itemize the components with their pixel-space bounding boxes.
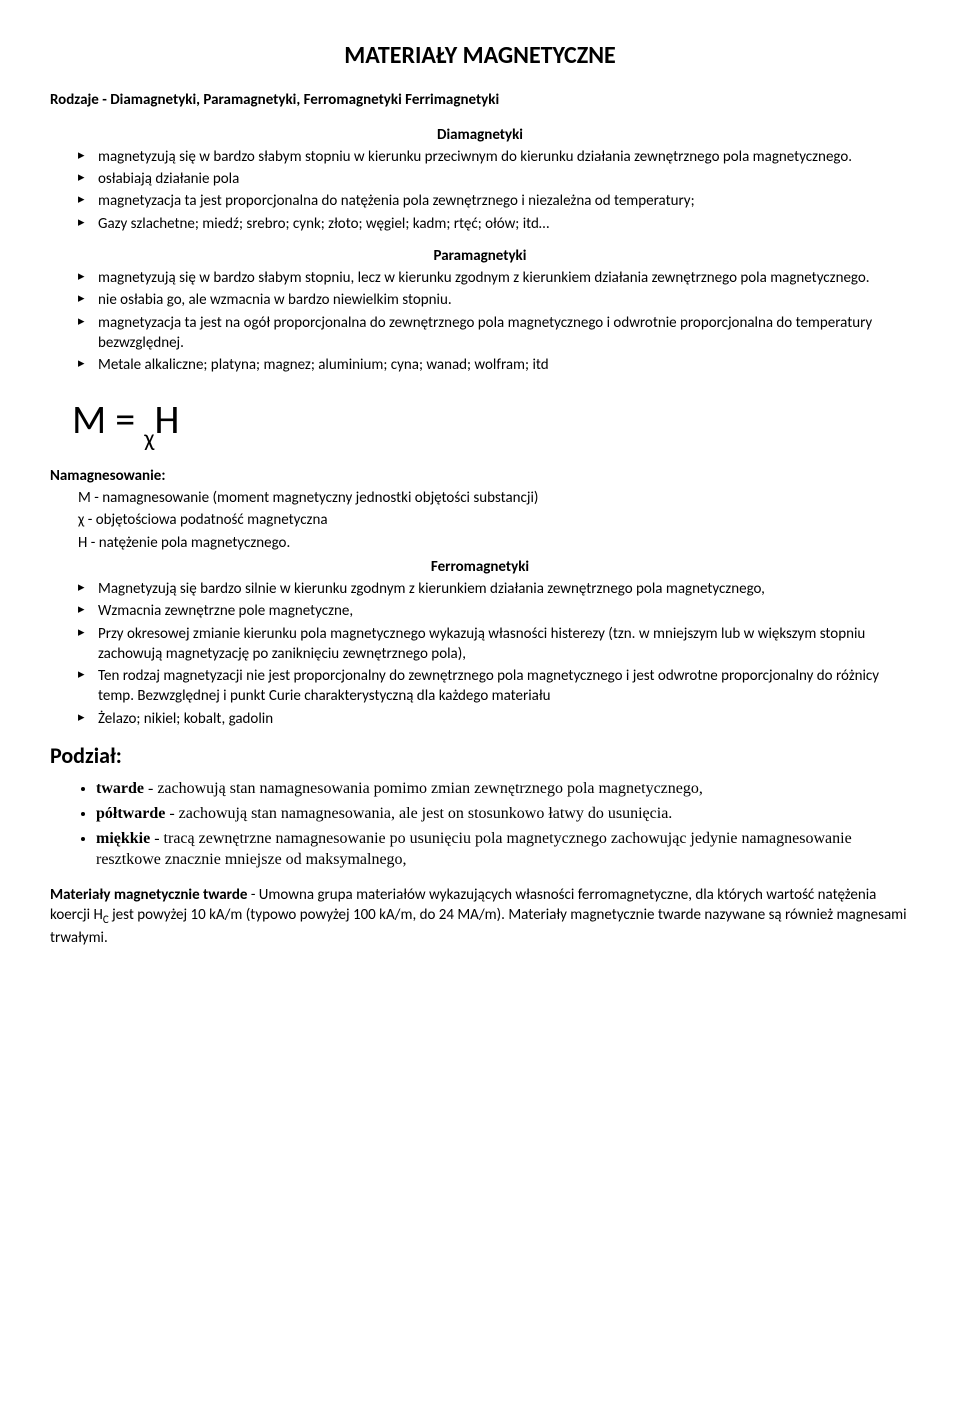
ferromagnetyki-list: Magnetyzują się bardzo silnie w kierunku…: [50, 579, 910, 729]
list-item: twarde - zachowują stan namagnesowania p…: [96, 778, 910, 800]
podzial-mid: - tracą: [150, 830, 194, 847]
namagnesowanie-head: Namagnesowanie:: [50, 466, 910, 486]
formula-H: H: [154, 395, 179, 444]
list-item: półtwarde - zachowują stan namagnesowani…: [96, 803, 910, 825]
namag-line: H - natężenie pola magnetycznego.: [50, 533, 910, 553]
list-item: magnetyzacja ta jest na ogół proporcjona…: [78, 313, 910, 354]
podzial-mid: - zachowują: [165, 805, 247, 822]
list-item: Magnetyzują się bardzo silnie w kierunku…: [78, 579, 910, 599]
podzial-bold: miękkie: [96, 830, 150, 847]
podzial-rest: zewnętrzne namagnesowanie po usunięciu p…: [96, 830, 852, 869]
bottom-paragraph: Materiały magnetycznie twarde - Umowna g…: [50, 885, 910, 948]
list-item: magnetyzują się w bardzo słabym stopniu …: [78, 147, 910, 167]
namag-line: χ - objętościowa podatność magnetyczna: [50, 510, 910, 530]
list-item: Żelazo; nikiel; kobalt, gadolin: [78, 709, 910, 729]
list-item: Wzmacnia zewnętrzne pole magnetyczne,: [78, 601, 910, 621]
list-item: Metale alkaliczne; platyna; magnez; alum…: [78, 355, 910, 375]
list-item: Ten rodzaj magnetyzacji nie jest proporc…: [78, 666, 910, 707]
paramagnetyki-list: magnetyzują się w bardzo słabym stopniu,…: [50, 268, 910, 375]
paramagnetyki-head: Paramagnetyki: [50, 246, 910, 266]
formula: M = χH: [72, 393, 910, 451]
list-item: magnetyzacja ta jest proporcjonalna do n…: [78, 191, 910, 211]
list-item: Przy okresowej zmianie kierunku pola mag…: [78, 624, 910, 665]
bottom-text2: jest powyżej 10 kA/m (typowo powyżej 100…: [50, 906, 907, 947]
page-title: MATERIAŁY MAGNETYCZNE: [50, 40, 910, 72]
diamagnetyki-head: Diamagnetyki: [50, 125, 910, 145]
podzial-rest: stan namagnesowania pomimo zmian zewnętr…: [226, 780, 703, 797]
formula-eq: =: [106, 395, 144, 444]
podzial-bold: twarde: [96, 780, 144, 797]
namag-line: M - namagnesowanie (moment magnetyczny j…: [50, 488, 910, 508]
podzial-head: Podział:: [50, 741, 910, 771]
formula-M: M: [72, 395, 106, 444]
list-item: osłabiają działanie pola: [78, 169, 910, 189]
list-item: magnetyzują się w bardzo słabym stopniu,…: [78, 268, 910, 288]
ferromagnetyki-head: Ferromagnetyki: [50, 557, 910, 577]
types-subtitle: Rodzaje - Diamagnetyki, Paramagnetyki, F…: [50, 90, 910, 110]
podzial-rest: stan namagnesowania, ale jest on stosunk…: [247, 805, 672, 822]
list-item: miękkie - tracą zewnętrzne namagnesowani…: [96, 828, 910, 871]
formula-chi: χ: [144, 424, 154, 453]
list-item: Gazy szlachetne; miedź; srebro; cynk; zł…: [78, 214, 910, 234]
podzial-bold: półtwarde: [96, 805, 165, 822]
list-item: nie osłabia go, ale wzmacnia w bardzo ni…: [78, 290, 910, 310]
diamagnetyki-list: magnetyzują się w bardzo słabym stopniu …: [50, 147, 910, 234]
podzial-list: twarde - zachowują stan namagnesowania p…: [50, 778, 910, 870]
podzial-mid: - zachowują: [144, 780, 226, 797]
bottom-bold: Materiały magnetycznie twarde: [50, 886, 247, 904]
